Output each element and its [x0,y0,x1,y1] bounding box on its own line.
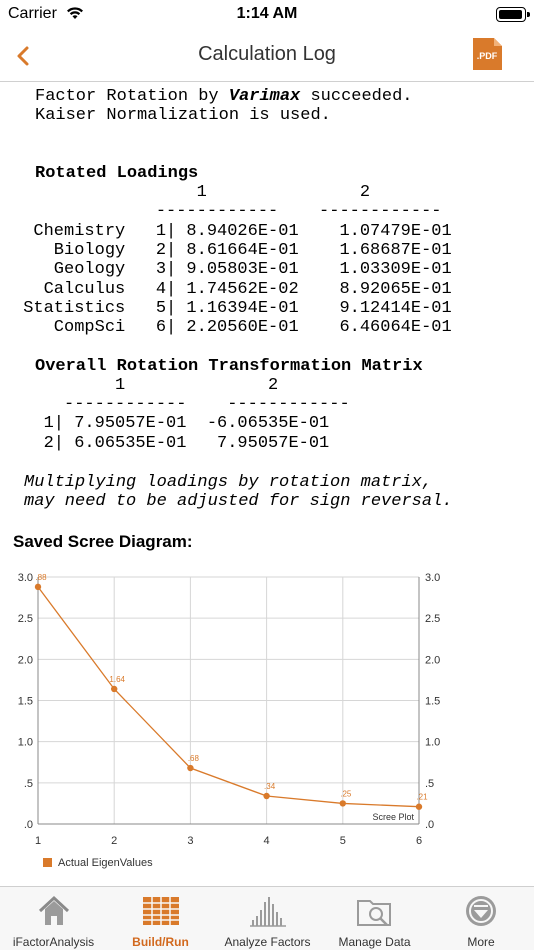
chart-annotation: Scree Plot [372,812,414,822]
pdf-icon: .PDF [473,38,502,70]
data-label: .34 [264,782,276,791]
y-tick-label: 2.0 [18,654,33,666]
more-icon [463,893,499,934]
chart-labels: .88 1.64 .68 .34 .25 .21 Scree Plot [35,573,428,822]
chart-grid [37,576,420,825]
tab-label: Build/Run [132,935,189,949]
loadings-row: Biology 2| 8.61664E-01 1.68687E-01 [13,241,452,260]
x-tick-label: 6 [416,835,422,847]
y-tick-label-right: 2.0 [425,654,440,666]
histogram-icon [249,893,287,934]
matrix-title: Overall Rotation Transformation Matrix [35,357,423,376]
status-time: 1:14 AM [236,5,298,22]
chevron-left-icon [17,46,29,66]
y-tick-label-right: 3.0 [425,572,440,584]
y-tick-label-right: .0 [425,819,434,831]
pdf-export-button[interactable]: .PDF [472,38,502,70]
rotated-loadings-title: Rotated Loadings [35,164,199,183]
data-point [34,583,42,591]
y-tick-label-right: .5 [425,778,434,790]
y-tick-label: 3.0 [18,572,33,584]
status-bar: Carrier 1:14 AM [0,0,534,30]
kaiser-line: Kaiser Normalization is used. [35,106,331,125]
loadings-row: Geology 3| 9.05803E-01 1.03309E-01 [13,260,452,279]
scree-chart: .0 .0 .5 .5 1.0 1.0 1.5 1.5 2.0 2.0 2.5 2.5 3.0 3.0 1 2… [18,572,441,869]
note-line: Multiplying loadings by rotation matrix, [24,473,433,492]
loadings-column-rule: ------------ ------------ [13,202,442,221]
x-tick-label: 1 [35,835,41,847]
data-label: .88 [35,573,47,582]
tab-manage-data[interactable]: Manage Data [321,887,428,950]
rotation-status-line: Factor Rotation by Varimax succeeded. [35,87,413,106]
matrix-column-rule: ------------ ------------ [13,395,350,414]
x-tick-label: 4 [264,835,270,847]
loadings-column-header: 1 2 [13,183,371,202]
tab-label: Analyze Factors [224,935,311,949]
y-tick-label: 1.0 [18,737,33,749]
x-tick-label: 5 [340,835,346,847]
folder-search-icon [356,893,394,934]
note-line: may need to be adjusted for sign reversa… [24,492,453,511]
grid-icon [142,893,180,932]
wifi-icon [66,6,84,25]
matrix-row: 1| 7.95057E-01 -6.06535E-01 [13,414,330,433]
x-tick-label: 3 [187,835,193,847]
data-label: .68 [188,754,200,763]
tab-label: More [467,935,495,949]
tab-label: iFactorAnalysis [12,935,95,949]
loadings-row: Chemistry 1| 8.94026E-01 1.07479E-01 [13,222,452,241]
y-tick-label: .0 [24,819,33,831]
y-tick-label-right: 1.0 [425,737,440,749]
matrix-row: 2| 6.06535E-01 7.95057E-01 [13,434,330,453]
tab-ifactoranalysis[interactable]: iFactorAnalysis [0,887,107,950]
tab-build-run[interactable]: Build/Run [107,887,214,950]
carrier-label: Carrier [8,5,57,22]
data-point [415,803,423,810]
x-tick-label: 2 [111,835,117,847]
chart-axes: .0 .0 .5 .5 1.0 1.0 1.5 1.5 2.0 2.0 2.5 2.5 3.0 3.0 1 2… [18,572,441,847]
data-label: .21 [416,793,428,802]
y-tick-label-right: 2.5 [425,613,440,625]
tab-label: Manage Data [338,935,411,949]
tab-analyze-factors[interactable]: Analyze Factors [214,887,321,950]
svg-text:.PDF: .PDF [477,51,498,61]
data-point [263,792,270,800]
loadings-row: Statistics 5| 1.16394E-01 9.12414E-01 [13,299,452,318]
y-tick-label: 2.5 [18,613,33,625]
page-title: Calculation Log [198,43,336,65]
y-tick-label-right: 1.5 [425,696,440,708]
tab-more[interactable]: More [428,887,534,950]
legend-swatch [43,858,52,867]
rotation-method: Varimax [228,87,301,106]
home-icon [36,893,72,934]
y-tick-label: .5 [24,778,33,790]
loadings-row: CompSci 6| 2.20560E-01 6.46064E-01 [13,318,452,337]
series-line [37,586,420,808]
data-point [111,685,118,693]
data-label: .25 [340,789,352,798]
loadings-row: Calculus 4| 1.74562E-02 8.92065E-01 [13,280,452,299]
tab-bar: iFactorAnalysis Build/Run [0,886,534,950]
data-label: 1.64 [109,675,125,684]
legend-label: Actual EigenValues [58,857,153,869]
nav-bar: Calculation Log .PDF [0,30,534,82]
scree-diagram-title: Saved Scree Diagram: [13,532,193,551]
data-point [339,800,346,807]
matrix-column-header: 1 2 [13,376,279,395]
y-tick-label: 1.5 [18,696,33,708]
chart-series [34,583,423,810]
battery-icon [496,7,530,22]
data-point [187,764,194,772]
back-button[interactable] [6,38,42,74]
